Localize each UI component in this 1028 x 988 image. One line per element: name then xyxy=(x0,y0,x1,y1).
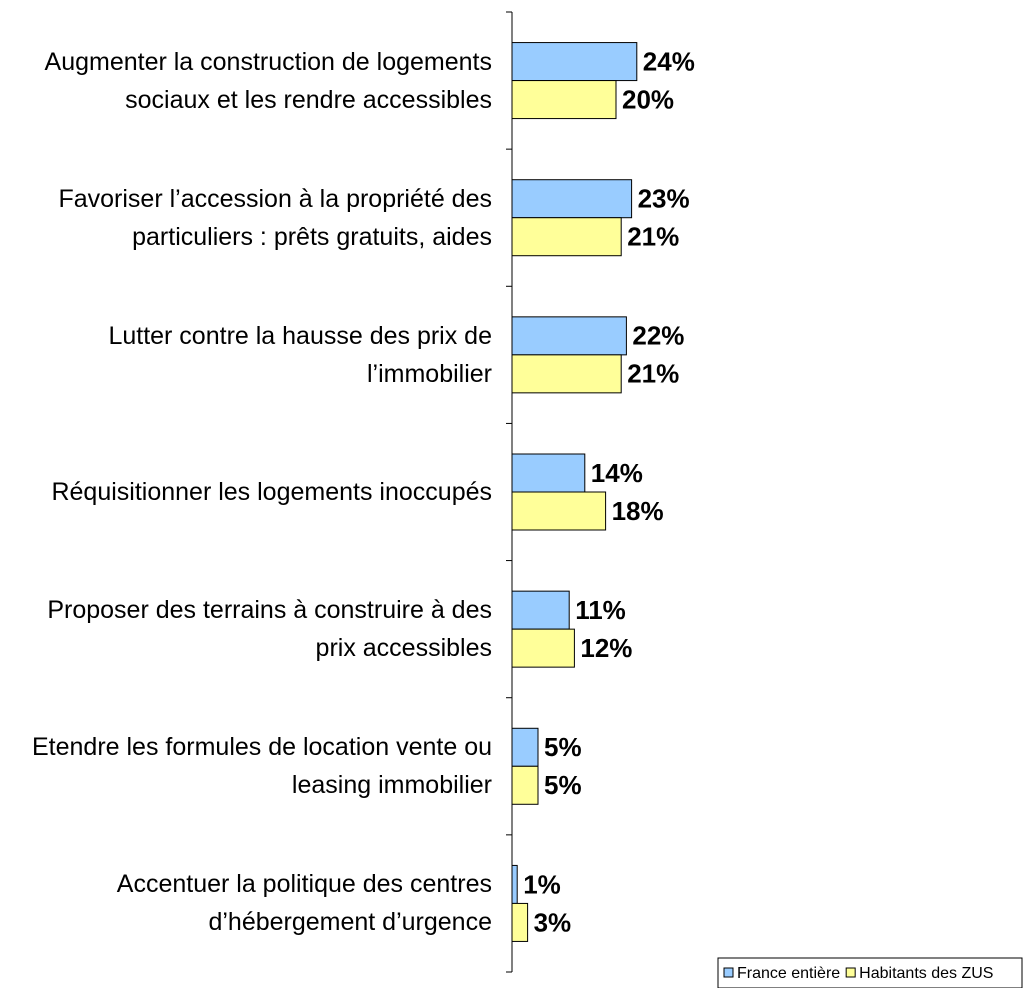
value-label: 5% xyxy=(544,770,582,800)
value-label: 21% xyxy=(627,359,679,389)
bar xyxy=(511,217,622,257)
bar xyxy=(511,590,570,630)
value-label: 23% xyxy=(638,184,690,214)
value-label: 12% xyxy=(580,633,632,663)
category-label: Etendre les formules de location vente o… xyxy=(32,733,492,800)
category-label: Lutter contre la hausse des prix de l’im… xyxy=(108,321,492,388)
legend-label: Habitants des ZUS xyxy=(859,965,993,982)
category-label: Proposer des terrains à construire à des… xyxy=(47,596,492,663)
category-label: Accentuer la politique des centres d’héb… xyxy=(116,870,492,937)
bar xyxy=(511,864,518,904)
value-label: 11% xyxy=(575,595,626,625)
bar xyxy=(511,765,539,805)
bar xyxy=(511,453,586,493)
bar xyxy=(511,80,617,120)
bar xyxy=(511,902,529,942)
category-label: Réquisitionner les logements inoccupés xyxy=(51,478,492,506)
value-label: 21% xyxy=(627,222,679,252)
legend-swatch xyxy=(723,967,734,978)
legend-box xyxy=(717,957,1023,988)
value-label: 3% xyxy=(534,907,572,937)
value-label: 24% xyxy=(643,46,695,76)
bar xyxy=(511,316,627,356)
bar xyxy=(511,354,622,394)
bar xyxy=(511,727,539,767)
value-label: 22% xyxy=(632,321,684,351)
value-label: 5% xyxy=(544,732,582,762)
category-label: Augmenter la construction de logements s… xyxy=(44,47,492,114)
value-label: 14% xyxy=(591,458,643,488)
value-label: 1% xyxy=(523,869,561,899)
legend-swatch xyxy=(845,967,856,978)
bar xyxy=(511,42,638,82)
bar xyxy=(511,179,633,219)
value-label: 18% xyxy=(612,496,664,526)
bar xyxy=(511,491,607,531)
category-label: Favoriser l’accession à la propriété des… xyxy=(58,184,492,251)
bar xyxy=(511,628,575,668)
legend-label: France entière xyxy=(737,965,840,982)
value-label: 20% xyxy=(622,84,674,114)
